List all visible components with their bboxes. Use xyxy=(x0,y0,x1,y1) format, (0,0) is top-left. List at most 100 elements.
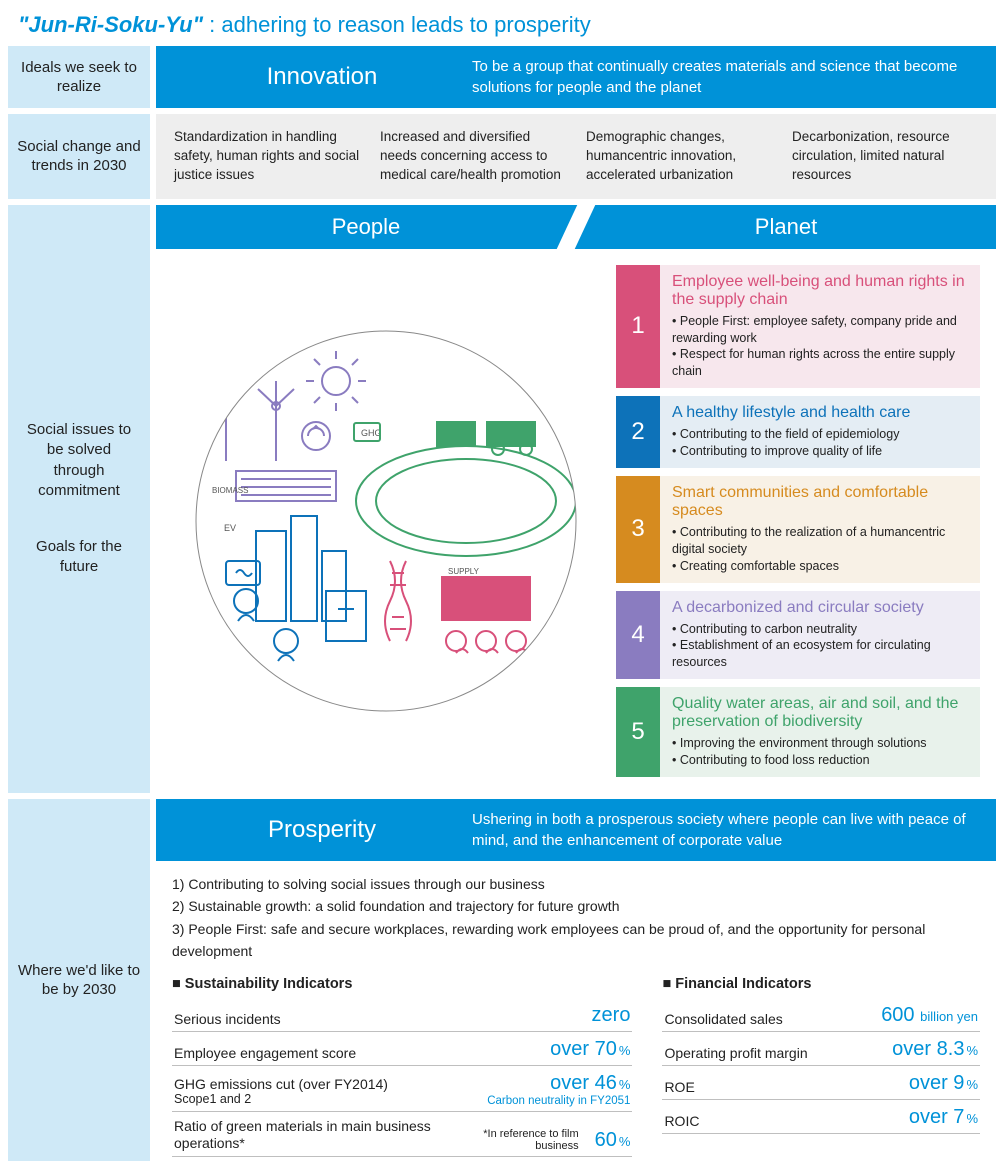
planet-label: Planet xyxy=(576,205,996,249)
label-main: Social issues to be solved through commi… xyxy=(8,205,150,793)
sust-3-sub: Scope1 and 2 xyxy=(174,1092,388,1107)
fin-3-unit: % xyxy=(966,1077,978,1092)
svg-text:安全第一: 安全第一 xyxy=(496,562,532,573)
innovation-desc: To be a group that continually creates m… xyxy=(472,56,980,98)
issue-3-title: Smart communities and comfortable spaces xyxy=(672,484,968,520)
label-social-issues: Social issues to be solved through commi… xyxy=(20,420,138,501)
label-goals: Goals for the future xyxy=(20,537,138,578)
sust-3-label: GHG emissions cut (over FY2014) xyxy=(174,1076,388,1092)
sust-row-2: Employee engagement score over 70% xyxy=(172,1032,632,1066)
issues-list: 1 Employee well-being and human rights i… xyxy=(616,265,986,777)
issue-3: 3 Smart communities and comfortable spac… xyxy=(616,476,980,583)
fin-row-1: Consolidated sales 600 billion yen xyxy=(662,998,980,1032)
indicators: Sustainability Indicators Serious incide… xyxy=(172,976,980,1157)
title-jp: "Jun-Ri-Soku-Yu" xyxy=(18,12,203,37)
issue-2-b2: Contributing to improve quality of life xyxy=(672,443,968,460)
innovation-heading: Innovation xyxy=(172,63,472,91)
row-ideals: Ideals we seek to realize Innovation To … xyxy=(8,46,996,108)
issue-1-num: 1 xyxy=(616,265,660,389)
sust-row-1: Serious incidents zero xyxy=(172,998,632,1032)
issue-4-title: A decarbonized and circular society xyxy=(672,599,968,617)
sust-row-4: Ratio of green materials in main busines… xyxy=(172,1112,632,1157)
fin-title: Financial Indicators xyxy=(662,976,980,992)
issue-2-title: A healthy lifestyle and health care xyxy=(672,404,968,422)
circle-illustration: GHG BIOMASS xyxy=(166,265,606,777)
prosperity-desc: Ushering in both a prosperous society wh… xyxy=(472,809,980,851)
prosperity-points: 1) Contributing to solving social issues… xyxy=(172,873,980,963)
issue-1-b1: People First: employee safety, company p… xyxy=(672,313,968,347)
issue-5-b2: Contributing to food loss reduction xyxy=(672,752,968,769)
label-ideals: Ideals we seek to realize xyxy=(8,46,150,108)
svg-text:SUPPLY: SUPPLY xyxy=(448,567,480,576)
issue-5-num: 5 xyxy=(616,687,660,777)
trend-4: Decarbonization, resource circulation, l… xyxy=(792,128,978,185)
sust-2-label: Employee engagement score xyxy=(174,1045,356,1062)
issue-4-b1: Contributing to carbon neutrality xyxy=(672,621,968,638)
trend-3: Demographic changes, humancentric innova… xyxy=(586,128,772,185)
issue-1-b2: Respect for human rights across the enti… xyxy=(672,346,968,380)
row-prosperity: Where we'd like to be by 2030 Prosperity… xyxy=(8,799,996,1161)
issue-3-b1: Contributing to the realization of a hum… xyxy=(672,524,968,558)
fin-row-3: ROE over 9% xyxy=(662,1066,980,1100)
issue-5: 5 Quality water areas, air and soil, and… xyxy=(616,687,980,777)
issue-4: 4 A decarbonized and circular society Co… xyxy=(616,591,980,680)
sust-3-val: over 46 xyxy=(550,1072,617,1094)
prosperity-content: Prosperity Ushering in both a prosperous… xyxy=(156,799,996,1161)
label-2030: Where we'd like to be by 2030 xyxy=(8,799,150,1161)
trend-2: Increased and diversified needs concerni… xyxy=(380,128,566,185)
issue-2: 2 A healthy lifestyle and health care Co… xyxy=(616,396,980,468)
main-content: People Planet xyxy=(156,205,996,793)
innovation-bar: Innovation To be a group that continuall… xyxy=(156,46,996,108)
fin-2-label: Operating profit margin xyxy=(664,1045,807,1062)
svg-text:EV: EV xyxy=(224,523,236,533)
issue-2-num: 2 xyxy=(616,396,660,468)
sust-3-note: Carbon neutrality in FY2051 xyxy=(487,1095,630,1107)
sust-4-val: 60 xyxy=(595,1129,617,1151)
people-label: People xyxy=(156,205,576,249)
fin-row-2: Operating profit margin over 8.3% xyxy=(662,1032,980,1066)
fin-3-val: over 9 xyxy=(909,1072,965,1094)
sust-1-label: Serious incidents xyxy=(174,1011,281,1028)
prosperity-p2: 2) Sustainable growth: a solid foundatio… xyxy=(172,895,980,917)
label-trends: Social change and trends in 2030 xyxy=(8,114,150,199)
prosperity-p3: 3) People First: safe and secure workpla… xyxy=(172,918,980,963)
sust-4-unit: % xyxy=(619,1134,631,1149)
fin-2-val: over 8.3 xyxy=(892,1038,964,1060)
trends-grid: Standardization in handling safety, huma… xyxy=(156,114,996,199)
sust-row-3: GHG emissions cut (over FY2014)Scope1 an… xyxy=(172,1066,632,1112)
issue-4-b2: Establishment of an ecosystem for circul… xyxy=(672,637,968,671)
fin-4-label: ROIC xyxy=(664,1113,699,1130)
issue-4-num: 4 xyxy=(616,591,660,680)
fin-1-unit: billion yen xyxy=(917,1009,978,1024)
fin-2-unit: % xyxy=(966,1043,978,1058)
people-planet-header: People Planet xyxy=(156,205,996,249)
prosperity-heading: Prosperity xyxy=(172,816,472,844)
issue-5-b1: Improving the environment through soluti… xyxy=(672,735,968,752)
sust-2-val: over 70 xyxy=(550,1038,617,1060)
fin-4-val: over 7 xyxy=(909,1106,965,1128)
prosperity-bar: Prosperity Ushering in both a prosperous… xyxy=(156,799,996,861)
trend-1: Standardization in handling safety, huma… xyxy=(174,128,360,185)
svg-text:GHG: GHG xyxy=(361,428,382,438)
sust-2-unit: % xyxy=(619,1043,631,1058)
sust-title: Sustainability Indicators xyxy=(172,976,632,992)
fin-row-4: ROIC over 7% xyxy=(662,1100,980,1134)
sust-4-foot: *In reference to film business xyxy=(460,1128,578,1152)
fin-1-val: 600 xyxy=(881,1004,914,1026)
prosperity-p1: 1) Contributing to solving social issues… xyxy=(172,873,980,895)
issue-1: 1 Employee well-being and human rights i… xyxy=(616,265,980,389)
sust-3-unit: % xyxy=(619,1077,631,1092)
row-trends: Social change and trends in 2030 Standar… xyxy=(8,114,996,199)
fin-1-label: Consolidated sales xyxy=(664,1011,782,1028)
page-title: "Jun-Ri-Soku-Yu" : adhering to reason le… xyxy=(0,0,1004,46)
issue-3-b2: Creating comfortable spaces xyxy=(672,558,968,575)
fin-3-label: ROE xyxy=(664,1079,694,1096)
title-en: : adhering to reason leads to prosperity xyxy=(203,12,591,37)
sust-1-val: zero xyxy=(592,1004,631,1026)
financial-col: Financial Indicators Consolidated sales … xyxy=(662,976,980,1157)
issue-5-title: Quality water areas, air and soil, and t… xyxy=(672,695,968,731)
main-body: GHG BIOMASS xyxy=(156,249,996,793)
sustainability-col: Sustainability Indicators Serious incide… xyxy=(172,976,632,1157)
prosperity-body: 1) Contributing to solving social issues… xyxy=(156,861,996,1161)
issue-1-title: Employee well-being and human rights in … xyxy=(672,273,968,309)
